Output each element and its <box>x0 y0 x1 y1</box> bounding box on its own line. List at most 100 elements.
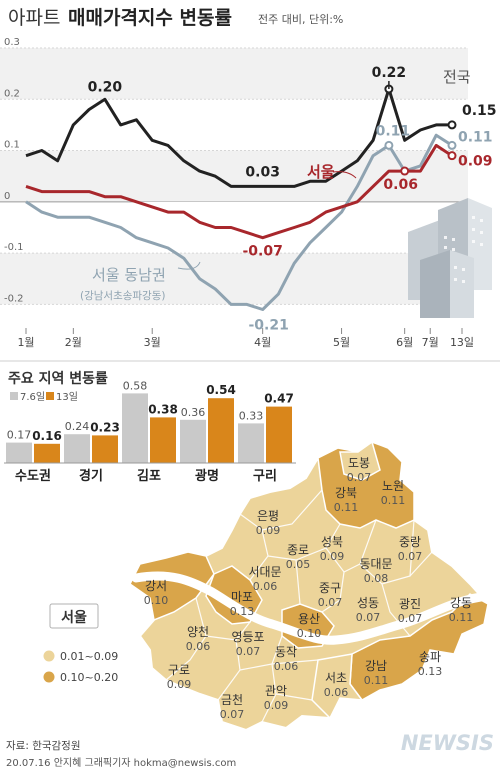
y-tick-label: 0.2 <box>4 88 20 99</box>
district-name: 관악 <box>265 684 287 698</box>
district-value: 0.13 <box>418 665 443 678</box>
district-name: 용산 <box>298 612 320 626</box>
data-label: 0.11 <box>376 123 411 139</box>
bar-curr <box>266 406 292 463</box>
bar-value-label: 0.23 <box>90 420 120 434</box>
bar-category-label: 광명 <box>195 468 219 484</box>
district-name: 구로 <box>168 663 190 677</box>
district-name: 양천 <box>187 624 209 639</box>
district-value: 0.11 <box>364 674 389 687</box>
legend-label-prev: 7.6일 <box>20 391 45 403</box>
district-name: 동대문 <box>359 557 392 571</box>
district-name: 강남 <box>365 659 387 673</box>
x-tick-label: 4월 <box>254 336 271 349</box>
series-name-seoul: 서울 <box>307 163 335 181</box>
district-value: 0.05 <box>286 558 311 571</box>
bar-value-label: 0.36 <box>181 406 206 419</box>
series-name-southeast: 서울 동남권 <box>92 266 166 284</box>
district-value: 0.10 <box>144 594 169 607</box>
data-point-marker <box>447 140 457 150</box>
district-value: 0.11 <box>449 611 474 624</box>
district-value: 0.06 <box>253 580 278 593</box>
district-value: 0.07 <box>398 612 423 625</box>
series-name-national: 전국 <box>443 68 471 86</box>
bar-prev <box>64 434 90 463</box>
legend-swatch-curr <box>46 392 54 400</box>
data-label: 0.03 <box>245 164 280 180</box>
bar-value-label: 0.47 <box>264 392 294 406</box>
x-tick-label: 5월 <box>333 336 350 349</box>
district-name: 동작 <box>275 645 297 659</box>
x-tick-label: 3월 <box>144 336 161 349</box>
bar-category-label: 경기 <box>79 468 103 484</box>
district-value: 0.07 <box>398 550 423 563</box>
legend-swatch-prev <box>10 392 18 400</box>
seoul-negative-area <box>26 201 452 238</box>
series-sub-southeast: (강남서초송파강동) <box>80 290 165 302</box>
data-label: -0.07 <box>242 244 282 260</box>
district-value: 0.07 <box>318 596 343 609</box>
series-line-1 <box>25 143 453 240</box>
bar-value-label: 0.16 <box>32 429 62 443</box>
y-tick-label: 0.1 <box>4 140 20 151</box>
district-name: 마포 <box>231 590 253 604</box>
district-name: 서초 <box>325 671 347 685</box>
district-name: 강서 <box>145 579 167 593</box>
district-name: 중랑 <box>399 535 421 549</box>
district-value: 0.09 <box>264 699 289 712</box>
data-label: 0.09 <box>458 154 493 170</box>
district-value: 0.09 <box>256 524 281 537</box>
district-name: 송파 <box>419 650 441 664</box>
bar-value-label: 0.33 <box>239 409 264 422</box>
data-label: 0.06 <box>383 177 418 193</box>
bar-chart-title: 주요 지역 변동률 <box>8 370 108 387</box>
x-tick-label: 6월 <box>396 336 413 349</box>
line-chart-data-labels: 0.20 0.03 0.22 0.15 -0.07 0.06 0.09 -0.21 0.11 0.… <box>88 65 497 333</box>
data-label: 0.22 <box>372 65 407 81</box>
seoul-map: 도봉0.07노원0.11강북0.11은평0.09성북0.09중랑0.07종로0.… <box>128 440 493 732</box>
district-value: 0.09 <box>167 678 192 691</box>
district-name: 강북 <box>335 486 357 500</box>
district-name: 서대문 <box>248 565 281 579</box>
bar-value-label: 0.17 <box>7 429 32 442</box>
line-chart: 0.3 0.2 0.1 0 -0.1 -0.2 1월 2월 3월 4월 5월 6월 7월 13일 0.2… <box>0 37 497 349</box>
district-name: 강동 <box>450 596 472 610</box>
bar-value-label: 0.24 <box>65 420 90 433</box>
han-river <box>131 571 493 645</box>
y-tick-label: -0.1 <box>4 242 24 253</box>
line-chart-x-ticks: 1월 2월 3월 4월 5월 6월 7월 13일 <box>17 328 474 349</box>
bar-prev <box>238 423 264 463</box>
bar-curr <box>208 398 234 463</box>
seoul-callout-line <box>332 171 357 179</box>
district-name: 금천 <box>221 692 243 707</box>
data-point-marker <box>447 151 457 161</box>
x-tick-label: 1월 <box>17 336 34 349</box>
district-value: 0.10 <box>297 627 322 640</box>
title-note: 전주 대비, 단위:% <box>258 13 343 26</box>
district-borders <box>165 489 433 723</box>
data-label: -0.21 <box>248 317 288 333</box>
bar-value-label: 0.58 <box>123 379 148 392</box>
bar-prev <box>180 419 206 463</box>
title-prefix: 아파트 <box>8 7 60 29</box>
map-legend-box <box>49 603 99 629</box>
line-chart-series <box>25 87 453 311</box>
grid-band <box>0 150 468 202</box>
district-name: 영등포 <box>231 630 264 644</box>
map-title: 서울 <box>61 609 87 626</box>
legend-high-label: 0.10~0.20 <box>60 671 118 684</box>
bar-category-label: 김포 <box>137 469 161 484</box>
bar-curr <box>34 443 60 463</box>
legend-label-curr: 13일 <box>56 391 78 403</box>
district-name: 도봉 <box>348 456 370 470</box>
x-tick-label: 2월 <box>65 336 82 349</box>
y-tick-label: 0.3 <box>4 37 20 48</box>
bar-value-label: 0.54 <box>206 383 236 397</box>
bar-prev <box>6 442 32 463</box>
district-value: 0.09 <box>320 550 345 563</box>
legend-high-swatch <box>43 671 55 683</box>
region-seocho <box>311 653 364 720</box>
district-name: 성동 <box>357 596 379 610</box>
grid-band <box>0 253 468 305</box>
